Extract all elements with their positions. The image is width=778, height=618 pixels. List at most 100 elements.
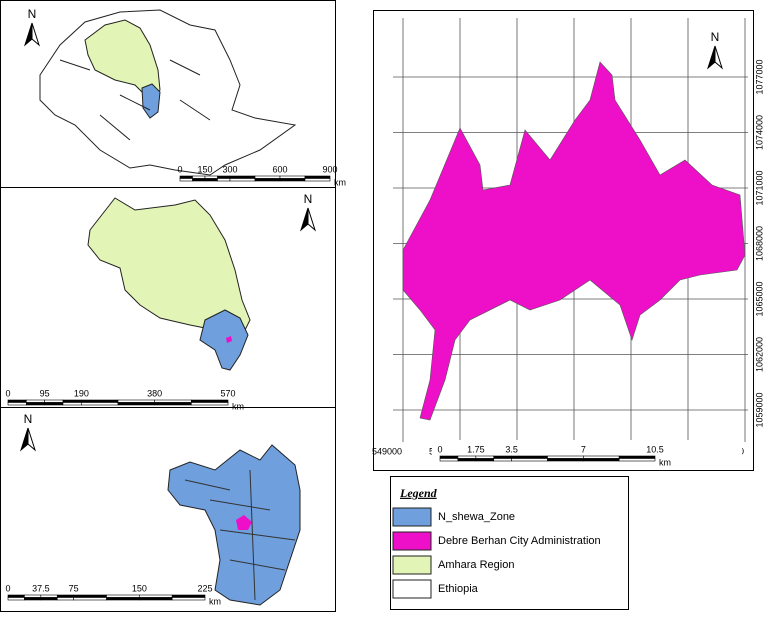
legend-label: Debre Berhan City Administration [438,535,601,547]
panel-frame [0,407,336,612]
scale-label: 75 [69,583,79,593]
legend-label: N_shewa_Zone [438,511,515,523]
scale-segment [179,175,193,179]
scale-label: 0 [5,583,10,593]
north-arrow [27,427,37,452]
scale-segment [179,178,193,182]
scale-label: 95 [40,388,50,398]
scale-segment [279,178,306,182]
scale-segment [73,594,107,598]
scale-segment [439,455,459,459]
scale-label: 570 [220,388,235,398]
scale-segment [73,597,107,601]
north-label: N [24,412,33,426]
scale-label: 7 [581,444,586,454]
debre-berhan [402,61,746,421]
scale-segment [217,175,231,179]
scale-segment [493,455,512,459]
n-shewa-zone [141,83,161,119]
scale-segment [24,594,42,598]
scale-segment [192,175,206,179]
north-label: N [28,7,37,21]
scale-segment [154,402,192,406]
north-arrow [19,427,29,452]
scale-segment [44,402,64,406]
scale-label: 190 [74,388,89,398]
scale-segment [192,178,206,182]
scale-segment [44,399,64,403]
scale-segment [117,402,155,406]
amhara-region [84,19,161,101]
scale-label: 3.5 [505,444,518,454]
scale-segment [204,178,218,182]
scale-segment [583,455,620,459]
scale-segment [229,175,256,179]
legend-box [390,476,629,610]
y-tick-label: 1065000 [754,281,764,316]
legend-label: Amhara Region [438,559,514,571]
scale-label: 600 [272,164,287,174]
scale-label: 0 [177,164,182,174]
scale-label: 380 [147,388,162,398]
scale-segment [40,597,58,601]
scale-segment [229,178,256,182]
y-tick-label: 1074000 [754,115,764,150]
scale-segment [7,597,25,601]
scale-label: 1.75 [467,444,485,454]
north-label: N [711,30,720,44]
scale-segment [547,458,584,462]
north-label: N [304,192,313,206]
scale-segment [171,597,206,601]
legend-swatch [392,507,432,527]
scale-label: 10.5 [646,444,664,454]
scale-segment [254,175,281,179]
scale-segment [56,597,74,601]
scale-segment [7,399,27,403]
scale-segment [439,458,459,462]
scale-segment [62,399,82,403]
scale-segment [254,178,281,182]
y-tick-label: 1071000 [754,170,764,205]
scale-segment [62,402,82,406]
ethiopia-outline [39,9,297,176]
scale-segment [171,594,206,598]
north-arrow [31,22,41,47]
legend-swatch [392,555,432,575]
scale-segment [583,458,620,462]
scale-label: 37.5 [32,583,50,593]
scale-label: 150 [197,164,212,174]
x-tick-label: 549000 [372,446,402,456]
scale-label: 900 [322,164,337,174]
admin-boundary [59,59,211,141]
y-tick-label: 1062000 [754,337,764,372]
legend-title: Legend [399,486,438,500]
scale-segment [304,178,331,182]
scale-segment [547,455,584,459]
scale-segment [154,399,192,403]
scale-segment [279,175,306,179]
north-arrow [714,45,724,70]
legend-label: Ethiopia [438,583,479,595]
scale-label: 300 [222,164,237,174]
north-arrow [307,207,317,232]
north-arrow [706,45,716,70]
scale-segment [457,455,477,459]
scale-segment [7,402,27,406]
scale-label: 0 [5,388,10,398]
scale-segment [618,458,656,462]
debre-berhan [226,336,232,343]
legend-swatch [392,579,432,599]
scale-unit: km [659,457,671,467]
scale-segment [618,455,656,459]
scale-segment [475,455,495,459]
y-tick-label: 1077000 [754,59,764,94]
scale-unit: km [209,596,221,606]
scale-segment [24,597,42,601]
scale-segment [511,458,548,462]
scale-segment [204,175,218,179]
scale-unit: km [232,401,244,411]
scale-segment [139,594,173,598]
scale-label: 0 [437,444,442,454]
y-tick-label: 1059000 [754,392,764,427]
